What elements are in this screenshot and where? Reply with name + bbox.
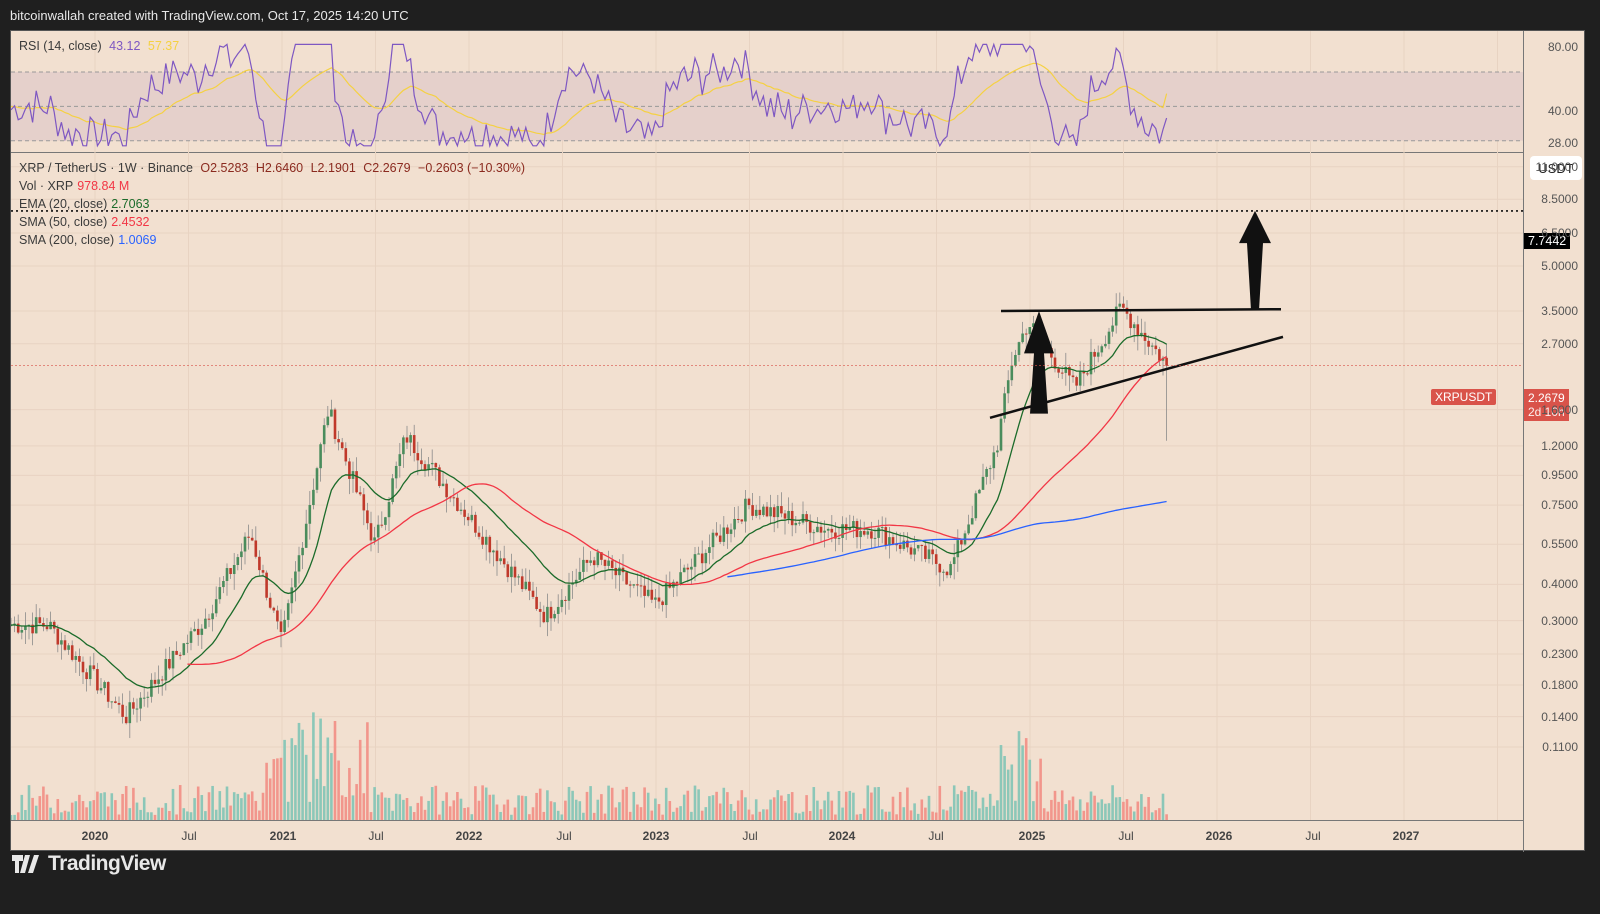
tradingview-logo[interactable]: TradingView: [12, 852, 166, 876]
time-axis-label: Jul: [181, 829, 197, 843]
price-axis-label: 6.5000: [1541, 225, 1578, 240]
high-value: H2.6460: [255, 161, 304, 175]
rsi-label: RSI (14, close): [19, 39, 102, 53]
symbol-row: XRP / TetherUS · 1W · Binance O2.5283 H2…: [19, 159, 529, 177]
low-value: L2.1901: [310, 161, 356, 175]
rsi-ma-value: 57.37: [147, 39, 180, 53]
time-axis-label: 2021: [269, 829, 297, 843]
time-axis-label: Jul: [1305, 829, 1321, 843]
open-value: O2.5283: [200, 161, 249, 175]
indicator-value: 2.7063: [111, 197, 150, 211]
indicator-label: EMA (20, close): [19, 197, 108, 211]
time-axis-label: Jul: [928, 829, 944, 843]
indicator-ema20[interactable]: EMA (20, close) 2.7063: [19, 195, 529, 213]
price-plot: [11, 153, 1523, 820]
price-axis-label: 0.7500: [1541, 498, 1578, 513]
time-axis-label: Jul: [1118, 829, 1134, 843]
time-axis-label: Jul: [556, 829, 572, 843]
tradingview-wordmark: TradingView: [48, 852, 166, 875]
rsi-value: 43.12: [109, 39, 141, 53]
close-value: C2.2679: [363, 161, 411, 175]
indicator-value: 978.84 M: [77, 179, 130, 193]
price-axis-label: 11.0000: [1535, 159, 1579, 174]
price-axis-label: 0.5500: [1541, 537, 1578, 552]
indicator-sma200[interactable]: SMA (200, close) 1.0069: [19, 231, 529, 249]
symbol-price-tag: XRPUSDT: [1431, 389, 1497, 405]
price-axis-label: 0.1800: [1541, 677, 1578, 692]
chart-frame: RSI (14, close) 43.12 57.37 XRP / Tether…: [10, 30, 1586, 852]
price-axis-label: 0.2300: [1541, 647, 1578, 662]
rsi-axis-label: 80.00: [1547, 40, 1578, 54]
bar-countdown: 2d 10h: [1528, 405, 1565, 419]
time-axis-label: 2025: [1018, 829, 1046, 843]
indicator-label: SMA (50, close): [19, 215, 108, 229]
price-axis-label: 0.1400: [1541, 709, 1578, 724]
time-axis[interactable]: 2020 Jul 2021 Jul 2022 Jul 2023 Jul 2024 Jul 2025 J…: [11, 820, 1523, 852]
price-axis[interactable]: 80.00 40.00 28.00 USDT 7.7442 2.2679 2d …: [1523, 31, 1586, 852]
price-axis-label: 0.1100: [1542, 740, 1578, 754]
price-axis-label: 1.2000: [1541, 438, 1578, 453]
price-axis-label: 0.9500: [1541, 468, 1578, 483]
indicator-value: 1.0069: [118, 233, 157, 247]
indicator-label: Vol · XRP: [19, 179, 74, 193]
currency-selector[interactable]: USDT: [1530, 156, 1582, 180]
indicator-sma50[interactable]: SMA (50, close) 2.4532: [19, 213, 529, 231]
current-price-tag: 2.2679 2d 10h: [1524, 389, 1569, 421]
current-price: 2.2679: [1528, 391, 1565, 405]
symbol-title[interactable]: XRP / TetherUS · 1W · Binance: [19, 161, 193, 175]
time-axis-label: 2022: [455, 829, 483, 843]
price-axis-label: 5.0000: [1541, 259, 1578, 274]
time-axis-label: 2027: [1392, 829, 1420, 843]
price-axis-label: 2.7000: [1541, 336, 1578, 351]
rsi-plot: [11, 31, 1523, 153]
price-axis-label: 3.5000: [1541, 304, 1578, 318]
time-axis-label: 2020: [81, 829, 109, 843]
change-value: −0.2603 (−10.30%): [418, 161, 526, 175]
price-axis-label: 8.5000: [1541, 192, 1578, 207]
rsi-pane[interactable]: RSI (14, close) 43.12 57.37: [11, 31, 1523, 153]
price-axis-label: 0.4000: [1541, 577, 1578, 592]
time-axis-label: 2024: [828, 829, 856, 843]
rsi-axis-label: 28.00: [1547, 136, 1578, 150]
tradingview-logo-icon: [12, 855, 39, 873]
rsi-legend: RSI (14, close) 43.12 57.37: [19, 39, 183, 53]
indicator-volume[interactable]: Vol · XRP 978.84 M: [19, 177, 529, 195]
price-axis-label: 1.6000: [1541, 402, 1578, 417]
time-axis-label: 2026: [1205, 829, 1233, 843]
price-legend: XRP / TetherUS · 1W · Binance O2.5283 H2…: [19, 159, 529, 249]
time-axis-label: 2023: [642, 829, 670, 843]
price-axis-label: 0.3000: [1541, 613, 1578, 628]
indicator-label: SMA (200, close): [19, 233, 115, 247]
chart-credit: bitcoinwallah created with TradingView.c…: [10, 8, 409, 23]
time-axis-label: Jul: [742, 829, 758, 843]
rsi-axis-label: 40.00: [1547, 104, 1578, 118]
time-axis-label: Jul: [368, 829, 384, 843]
price-pane[interactable]: XRP / TetherUS · 1W · Binance O2.5283 H2…: [11, 153, 1523, 820]
indicator-value: 2.4532: [111, 215, 150, 229]
target-price-tag: 7.7442: [1524, 233, 1571, 249]
